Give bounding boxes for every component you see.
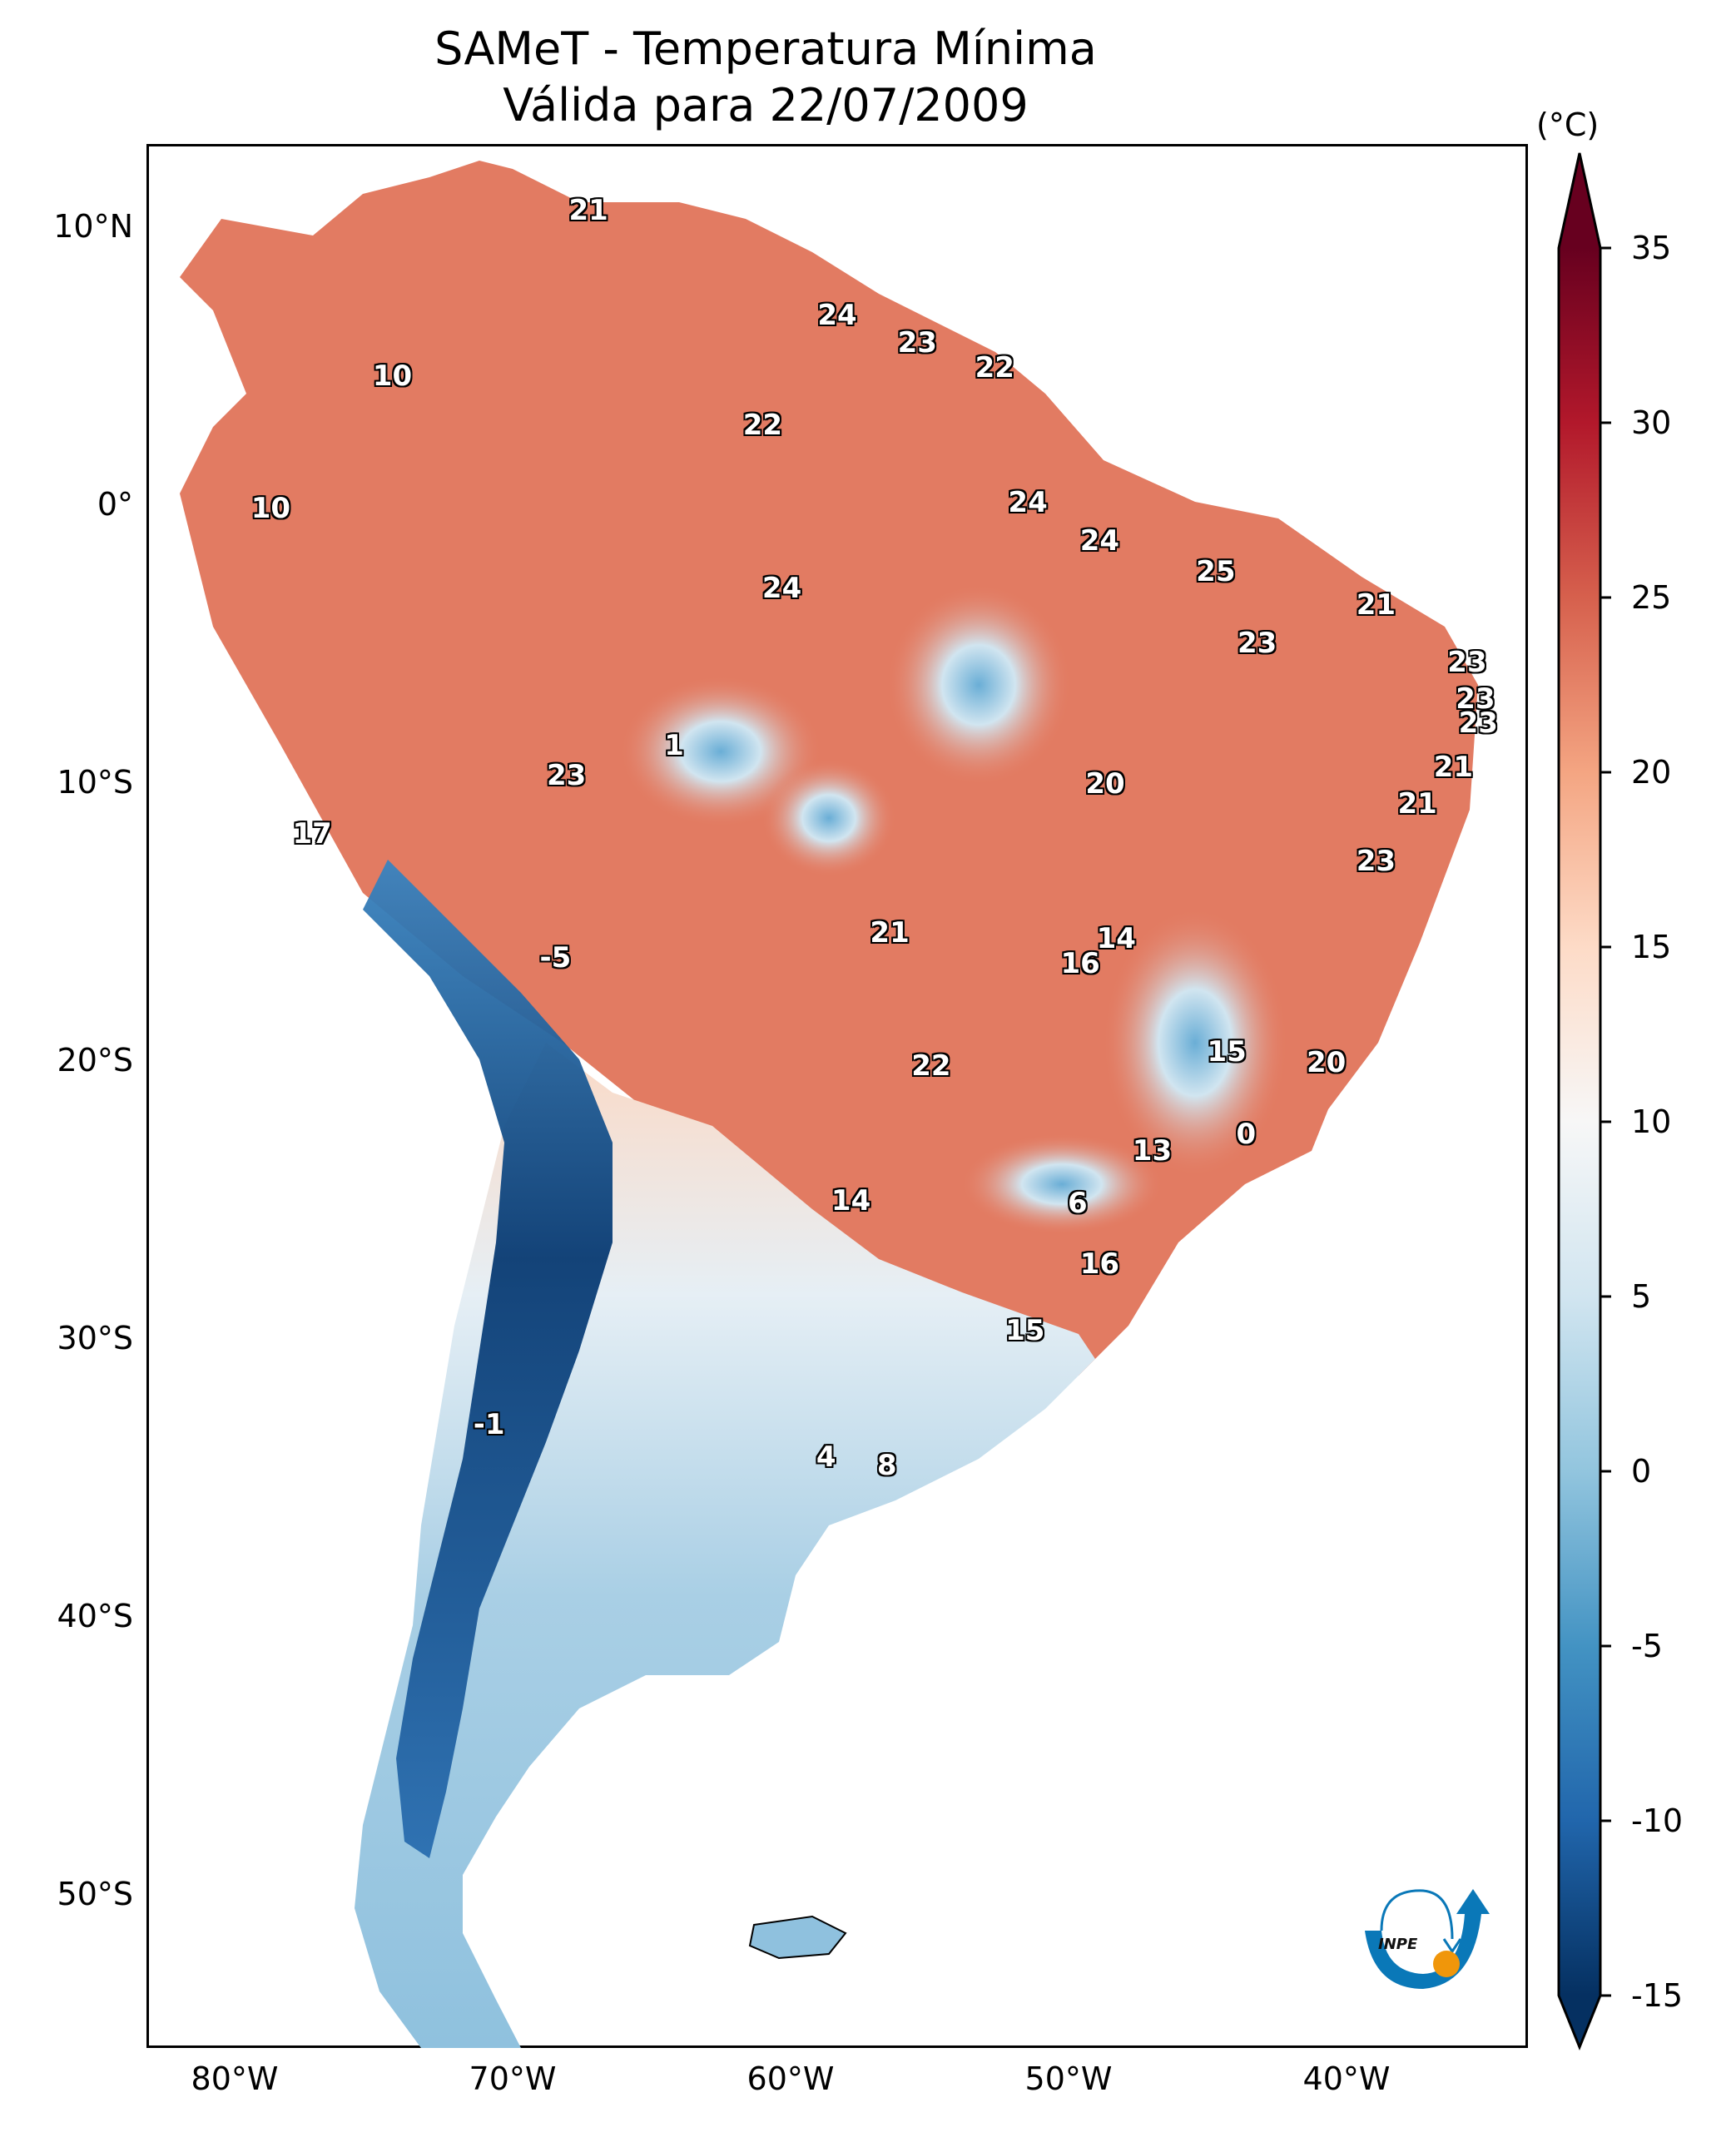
lat-tick-10n: 10°N	[53, 208, 133, 245]
colorbar-tick-label: 25	[1631, 579, 1672, 616]
colorbar-extend-min	[1559, 1996, 1600, 2047]
station-label: 10	[250, 491, 291, 525]
cold-spot-parana	[962, 1134, 1162, 1234]
lat-tick-50s: 50°S	[57, 1876, 133, 1912]
station-label: 23	[1458, 707, 1498, 741]
colorbar-ticks	[1600, 246, 1611, 1997]
cold-spot-mato-grosso	[762, 760, 895, 876]
station-label: 21	[568, 193, 608, 227]
station-label: 8	[876, 1449, 897, 1483]
colorbar-tick-label: -15	[1631, 1977, 1684, 2014]
station-label: 24	[817, 298, 857, 332]
station-label: 13	[1132, 1134, 1173, 1168]
chart-title: SAMeT - Temperatura Mínima	[434, 22, 1097, 75]
colorbar-tick-label: -10	[1631, 1802, 1684, 1839]
station-label: 23	[1356, 845, 1396, 879]
logo-orbit-icon	[1380, 1889, 1454, 1940]
lat-tick-10s: 10°S	[57, 764, 133, 801]
station-label: 25	[1196, 554, 1236, 588]
colorbar-tick-label: 0	[1631, 1453, 1652, 1490]
logo-sun-icon	[1433, 1951, 1460, 1977]
cold-spot-minas	[1104, 910, 1287, 1176]
station-label: 6	[1067, 1187, 1088, 1221]
station-label: 24	[1079, 524, 1120, 558]
station-label: 22	[975, 350, 1014, 384]
station-label: 22	[911, 1049, 951, 1083]
logo-arrow-icon	[1442, 1938, 1462, 1954]
lon-tick-40w: 40°W	[1302, 2060, 1391, 2097]
station-label: 0	[1236, 1118, 1257, 1152]
station-label: 23	[897, 325, 937, 359]
colorbar-tick-label: 15	[1631, 929, 1672, 965]
station-label: -1	[473, 1407, 505, 1441]
colorbar-tick-label: 10	[1631, 1103, 1672, 1140]
colorbar-extend-max	[1559, 153, 1600, 248]
station-label: 21	[1433, 751, 1474, 785]
chart-subtitle: Válida para 22/07/2009	[503, 79, 1029, 131]
colorbar-tick-label: 30	[1631, 404, 1672, 441]
map-plot-area	[180, 161, 1478, 2048]
station-label: 16	[1060, 946, 1100, 980]
station-label: 14	[831, 1184, 871, 1217]
station-label: 15	[1005, 1313, 1045, 1347]
colorbar-tick-label: 5	[1631, 1278, 1652, 1315]
station-label: 21	[1356, 588, 1396, 622]
station-label: 10	[372, 359, 413, 393]
inpe-logo: INPE	[1365, 1889, 1490, 1989]
station-label: 16	[1079, 1247, 1120, 1282]
colorbar-unit-label: (°C)	[1536, 107, 1600, 143]
lat-tick-0: 0°	[97, 486, 133, 523]
station-label: 24	[1008, 486, 1048, 520]
cold-spot-para	[887, 585, 1070, 785]
colorbar-tick-label: -5	[1631, 1628, 1663, 1664]
station-label: 23	[1237, 627, 1277, 661]
station-label: 15	[1207, 1034, 1247, 1069]
station-label: 23	[1456, 682, 1495, 716]
cold-spot-rondonia	[621, 677, 821, 826]
station-label: 24	[761, 571, 802, 605]
station-label: 1	[664, 728, 684, 762]
colorbar-gradient	[1559, 248, 1600, 1996]
lat-tick-40s: 40°S	[57, 1598, 133, 1634]
andes-cold-band	[363, 860, 613, 1858]
logo-text: INPE	[1378, 1936, 1418, 1953]
lat-tick-20s: 20°S	[57, 1042, 133, 1078]
station-label: 4	[816, 1440, 836, 1475]
colorbar-tick-label: 20	[1631, 754, 1672, 791]
station-label: 23	[546, 759, 587, 793]
lat-tick-30s: 30°S	[57, 1320, 133, 1356]
station-label: 20	[1306, 1046, 1347, 1080]
land-falklands	[748, 1915, 847, 1960]
station-label: 20	[1085, 767, 1125, 801]
station-label: 23	[1447, 646, 1487, 680]
colorbar	[1557, 152, 1611, 2051]
lon-tick-70w: 70°W	[469, 2060, 557, 2097]
lon-tick-50w: 50°W	[1024, 2060, 1113, 2097]
lon-tick-80w: 80°W	[191, 2060, 279, 2097]
station-label: 21	[870, 916, 910, 950]
station-label: 21	[1397, 786, 1437, 821]
station-label: 17	[292, 816, 332, 850]
land-temperature-field	[180, 161, 1478, 2048]
lon-tick-60w: 60°W	[746, 2060, 835, 2097]
station-label: 22	[742, 409, 783, 443]
colorbar-tick-label: 35	[1631, 230, 1672, 266]
station-label: -5	[539, 941, 572, 975]
station-label: 14	[1096, 921, 1136, 955]
